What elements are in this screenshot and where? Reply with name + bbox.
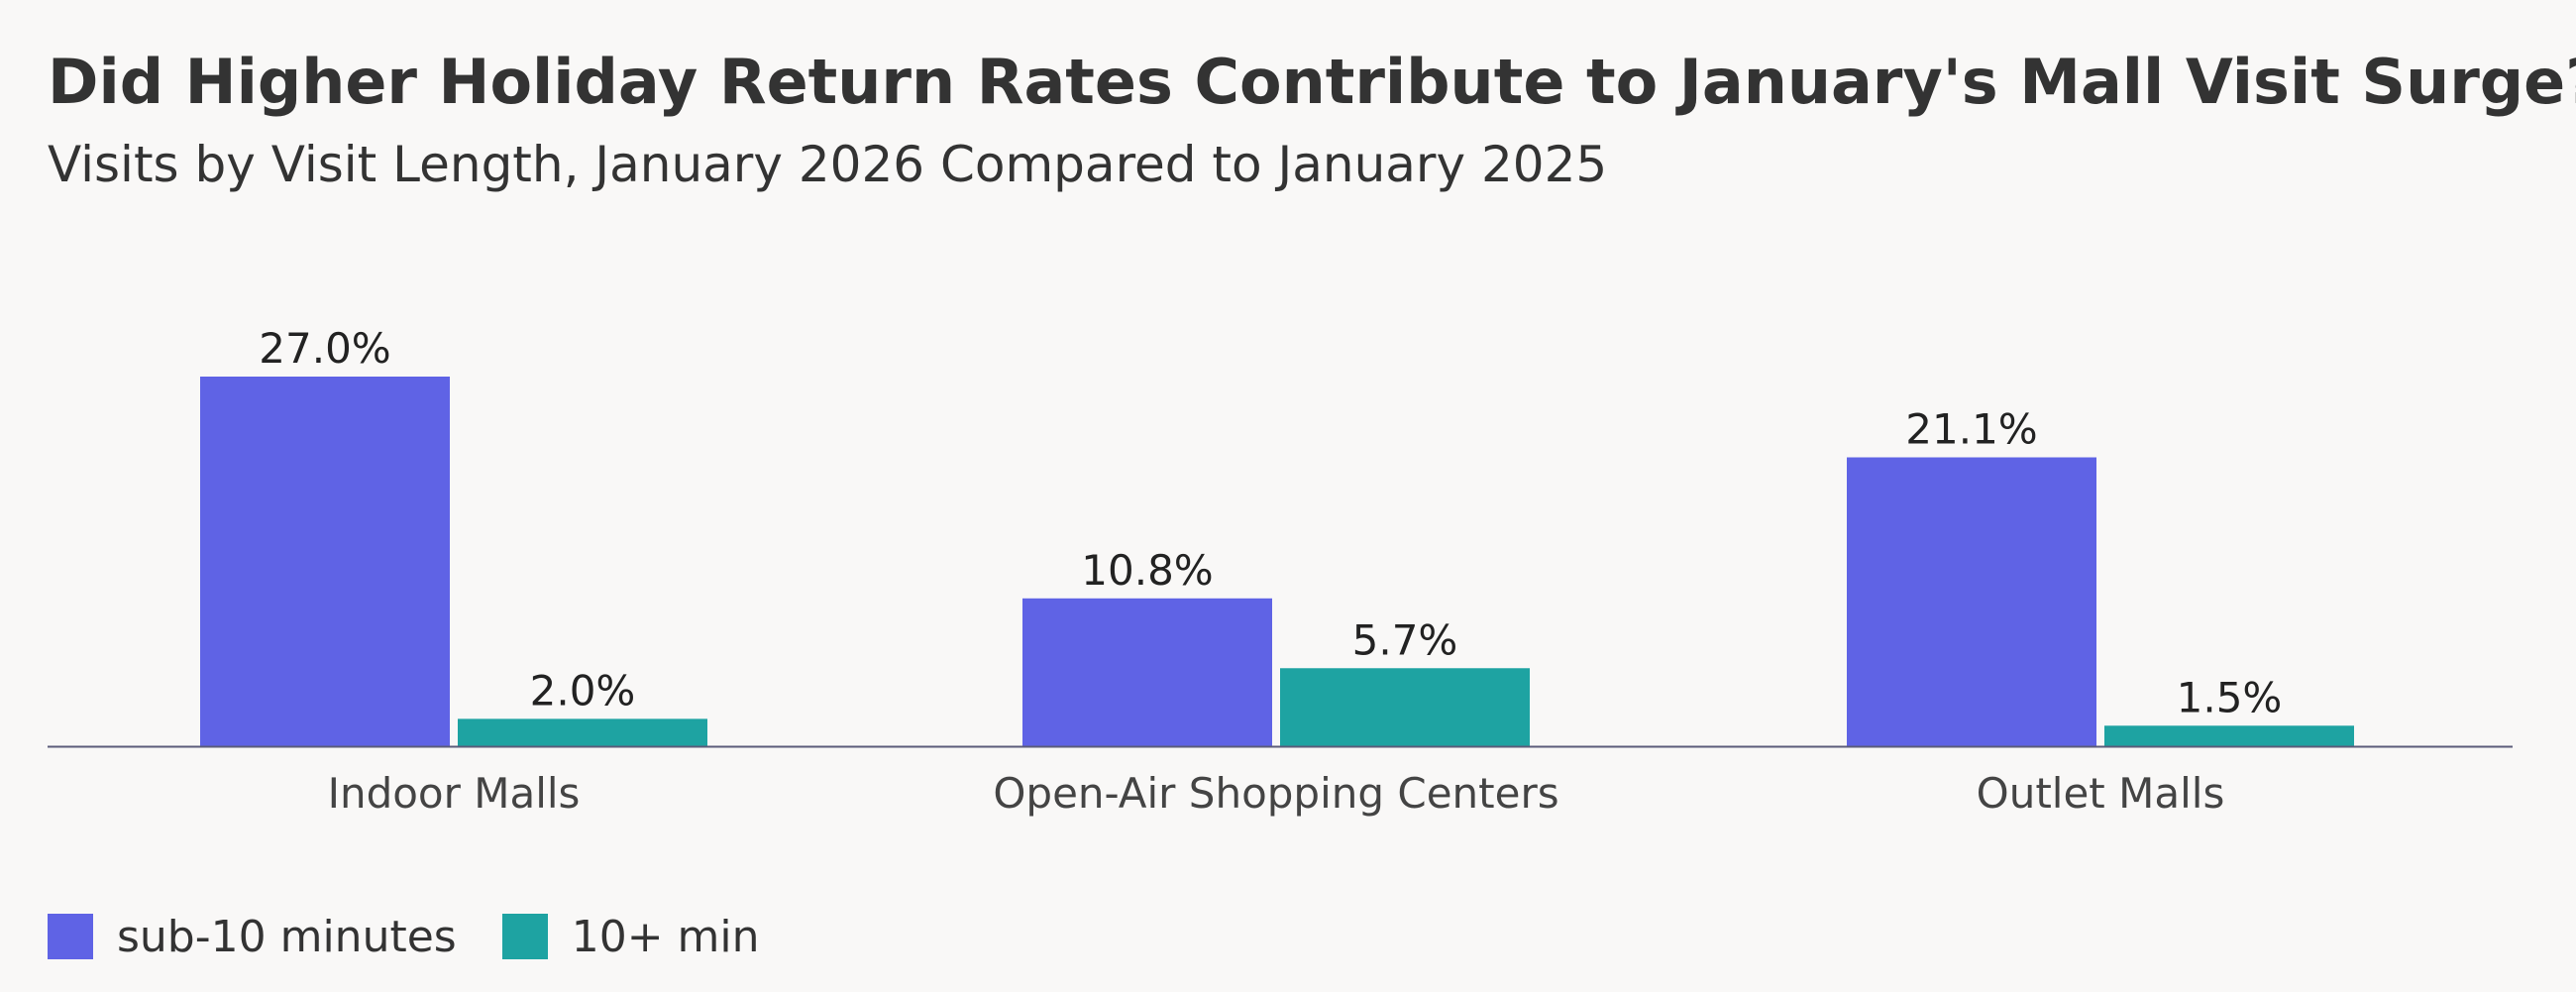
- value-label-open-air-shopping-centers-sub-10: 10.8%: [1081, 546, 1213, 595]
- category-label-indoor-malls: Indoor Malls: [328, 769, 581, 818]
- legend-item-10-plus: 10+ min: [501, 911, 760, 962]
- bar-indoor-malls-sub-10: [200, 377, 450, 746]
- category-labels-group: Indoor Malls Open-Air Shopping Centers Out…: [328, 769, 2225, 818]
- legend: sub-10 minutes 10+ min: [48, 910, 805, 963]
- legend-label-sub-10: sub-10 minutes: [117, 911, 457, 962]
- value-label-outlet-malls-10-plus: 1.5%: [2177, 673, 2283, 721]
- legend-swatch-10-plus: [501, 914, 548, 959]
- bar-outlet-malls-sub-10: [1847, 457, 2096, 746]
- value-labels-group: 27.0% 2.0% 10.8% 5.7% 21.1% 1.5%: [259, 324, 2282, 721]
- bar-outlet-malls-10-plus: [2104, 725, 2354, 746]
- value-label-outlet-malls-sub-10: 21.1%: [1905, 405, 2037, 454]
- bar-open-air-shopping-centers-sub-10: [1022, 598, 1272, 746]
- legend-item-sub-10: sub-10 minutes: [48, 912, 457, 962]
- legend-swatch-sub-10: [48, 914, 93, 959]
- value-label-indoor-malls-10-plus: 2.0%: [530, 666, 636, 715]
- legend-label-10-plus: 10+ min: [571, 911, 760, 962]
- category-label-outlet-malls: Outlet Malls: [1977, 769, 2225, 818]
- value-label-open-air-shopping-centers-10-plus: 5.7%: [1352, 615, 1458, 664]
- bars-group: [200, 377, 2354, 746]
- chart-subtitle: Visits by Visit Length, January 2026 Com…: [48, 136, 1608, 193]
- bar-open-air-shopping-centers-10-plus: [1280, 668, 1530, 746]
- chart-title: Did Higher Holiday Return Rates Contribu…: [48, 46, 2576, 118]
- category-label-open-air-shopping-centers: Open-Air Shopping Centers: [993, 769, 1558, 818]
- value-label-indoor-malls-sub-10: 27.0%: [259, 324, 390, 373]
- bar-indoor-malls-10-plus: [458, 718, 707, 746]
